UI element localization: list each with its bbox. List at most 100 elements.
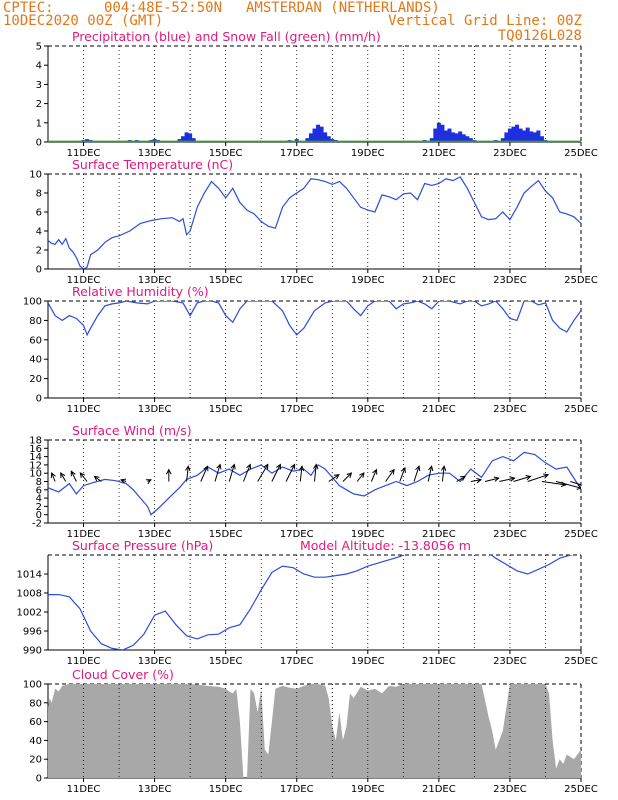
precip-bar [522,130,527,142]
wind-vector-head [576,484,581,490]
wind-vector [570,481,581,486]
wind-vector-shaft [399,467,406,482]
precip-bar [191,138,196,142]
wind-vector [527,473,550,482]
wind-vector-shaft [513,475,531,482]
cloud-area [48,684,581,778]
x-tick-label: 25DEC [564,148,598,159]
wind-vector-shaft [242,464,251,482]
precip-bar [177,139,182,142]
wind-vector-shaft [484,477,499,482]
y-tick-label: 20 [29,374,42,385]
wind-vector-shaft [342,472,352,482]
x-tick-label: 19DEC [351,656,385,667]
precip-bar [447,128,452,142]
x-tick-label: 25DEC [564,275,598,286]
wind-vector-head [70,470,76,477]
wind-vector [50,471,56,482]
precip-bar [468,138,473,142]
x-tick-label: 19DEC [351,148,385,159]
x-tick-label: 15DEC [209,529,243,540]
y-tick-label: 4 [36,227,42,238]
y-tick-label: 1002 [17,608,42,619]
y-tick-label: 60 [29,335,42,346]
x-tick-label: 15DEC [209,275,243,286]
wind-vector-shaft [228,464,235,482]
wind-vector [93,475,102,482]
y-tick-label: 10 [29,170,42,181]
header-line-2: 10DEC2020 00Z (GMT) Vertical Grid Line: … [0,13,618,29]
series-line [48,555,575,650]
y-tick-label: 4 [36,61,42,72]
y-tick-label: 0 [36,774,42,785]
y-tick-label: 1008 [17,589,42,600]
y-tick-label: 6 [36,208,42,219]
wind-vector-shaft [541,481,566,486]
wind-vector-shaft [470,479,482,482]
y-tick-label: 14 [29,452,42,463]
precip-bar [305,138,310,142]
wind-vector [370,468,378,482]
precip-bar [188,133,193,142]
plot-area [48,555,575,650]
x-tick-label: 23DEC [493,275,527,286]
wind-vector-head [263,463,269,470]
panel-2: 11DEC 13DEC 15DEC 17DEC 19DEC 21DEC 23DEC 25DEC… [29,157,598,286]
wind-vector-head [346,472,353,478]
y-tick-label: 2 [36,246,42,257]
wind-vector-head [359,472,365,478]
y-tick-label: 100 [23,680,42,691]
wind-vector [328,474,340,482]
wind-vector [399,466,406,482]
header-source: CPTEC: [3,0,54,16]
x-tick-label: 23DEC [493,529,527,540]
wind-vector-head [333,474,340,480]
x-tick-label: 15DEC [209,404,243,415]
x-tick-label: 13DEC [138,148,172,159]
header-line-3: TQ0126L028 [0,28,618,44]
x-tick-label: 23DEC [493,656,527,667]
wind-vector-shaft [51,472,56,482]
x-tick-label: 11DEC [67,784,101,795]
x-tick-label: 13DEC [138,404,172,415]
header-location: AMSTERDAN (NETHERLANDS) [246,0,440,16]
y-tick-label: 2 [36,99,42,110]
panel-4: 11DEC 13DEC 15DEC 17DEC 19DEC 21DEC 23DEC 25DEC… [29,423,598,540]
y-tick-label: 18 [29,436,42,447]
x-tick-label: 17DEC [280,404,314,415]
y-tick-label: 1 [36,118,42,129]
x-tick-label: 13DEC [138,529,172,540]
wind-vector-shaft [299,466,303,482]
x-tick-label: 19DEC [351,275,385,286]
precip-bar [536,130,541,142]
x-tick-label: 25DEC [564,656,598,667]
wind-vector-shaft [79,472,88,482]
precip-bar [433,128,438,142]
y-tick-label: 10 [29,469,42,480]
wind-vector-head [428,465,434,472]
series-line [48,301,581,337]
y-tick-label: 16 [29,444,42,455]
x-tick-label: 13DEC [138,784,172,795]
panel-title: Surface Pressure (hPa) [72,538,213,553]
wind-vector [285,463,296,482]
x-tick-label: 21DEC [422,404,456,415]
wind-vector [120,478,127,484]
y-tick-label: 8 [36,189,42,200]
y-tick-label: 996 [23,627,42,638]
wind-vector-head [509,476,516,482]
precip-bar [451,132,456,142]
x-tick-label: 25DEC [564,404,598,415]
wind-vector-shaft [413,466,420,482]
precip-bar [181,136,186,142]
wind-vector-shaft [200,465,209,482]
wind-vector-shaft [328,474,340,482]
wind-vector-shaft [60,472,67,482]
y-tick-label: 60 [29,717,42,728]
y-tick-label: 80 [29,316,42,327]
wind-vector-head [203,465,209,472]
wind-vector-head [145,479,152,485]
x-tick-label: 11DEC [67,404,101,415]
x-tick-label: 11DEC [67,148,101,159]
